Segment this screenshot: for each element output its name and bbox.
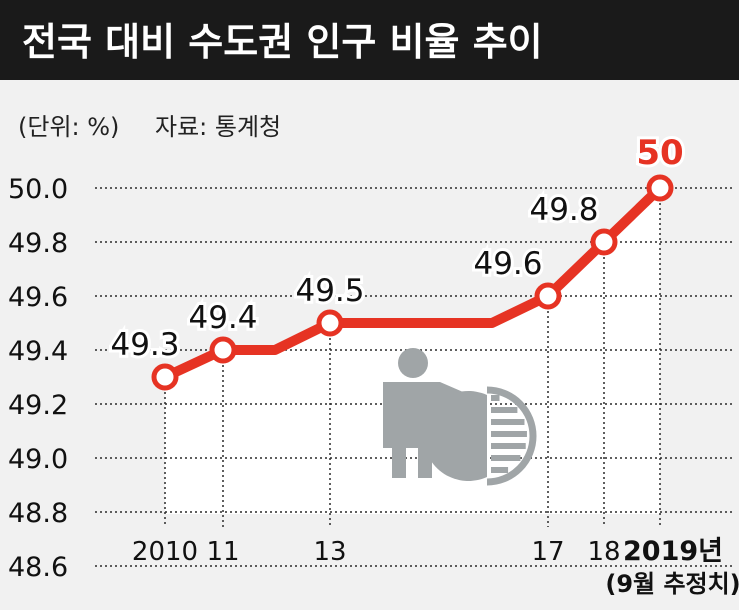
y-axis-ticks: 48.6 48.8 49.0 49.2 49.4 49.6 49.8 50.0 (8, 174, 68, 583)
x-axis-ticks: 2010 11 13 17 18 2019년 (132, 536, 723, 567)
y-tick-label: 48.6 (8, 552, 68, 583)
data-point (534, 282, 562, 310)
x-tick-label: 2019년 (623, 536, 723, 567)
data-points (151, 174, 674, 391)
title-bar (0, 0, 739, 80)
x-tick-label: 18 (587, 537, 620, 567)
unit-label: (단위: %) (18, 113, 119, 141)
data-point (646, 174, 674, 202)
data-label: 49.4 (188, 300, 257, 336)
x-tick-label: 17 (531, 537, 564, 567)
data-labels: 49.349.4 49.5 49.6 49.8 50 (107, 130, 686, 366)
x-tick-label: 13 (313, 537, 346, 567)
pie-chart-icon (423, 386, 537, 486)
data-point (316, 309, 344, 337)
x-guide-lines (164, 188, 661, 527)
x-tick-label: 11 (206, 537, 239, 567)
y-tick-label: 49.6 (8, 282, 68, 313)
y-tick-label: 49.8 (8, 228, 68, 259)
x-tick-label: 2010 (132, 537, 198, 567)
y-tick-label: 49.2 (8, 390, 68, 421)
y-tick-label: 49.0 (8, 444, 68, 475)
data-point (151, 363, 179, 391)
x-note-label: (9월 추정치) (605, 570, 739, 598)
chart-title: 전국 대비 수도권 인구 비율 추이 (22, 20, 543, 64)
data-label: 50 (636, 133, 683, 173)
data-label: 49.5 (295, 273, 364, 309)
source-label: 자료: 통계청 (155, 113, 281, 141)
y-tick-label: 49.4 (8, 336, 68, 367)
data-label: 49.8 (529, 192, 598, 228)
data-label: 49.3 (110, 327, 179, 363)
data-point (590, 228, 618, 256)
y-tick-label: 48.8 (8, 498, 68, 529)
y-tick-label: 50.0 (8, 174, 68, 205)
data-label: 49.6 (473, 246, 542, 282)
data-point (209, 336, 237, 364)
